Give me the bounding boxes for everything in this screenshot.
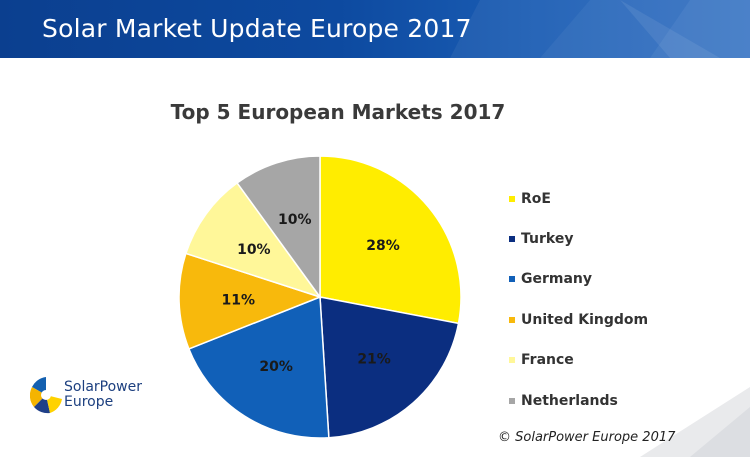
legend-swatch-germany [509, 276, 515, 282]
legend-item-germany: Germany [509, 269, 592, 289]
logo-line-2: Europe [64, 394, 114, 410]
solarpower-europe-logo-icon [29, 377, 62, 414]
legend-swatch-roe [509, 196, 515, 202]
legend-label-roe: RoE [521, 191, 551, 207]
legend-label-netherlands: Netherlands [521, 393, 618, 409]
pie-slice-germany [187, 295, 330, 439]
pie-slice-roe [319, 155, 462, 325]
header-facet-decoration [450, 0, 750, 58]
data-label-germany: 20% [259, 359, 293, 375]
pie-slice-turkey [319, 296, 460, 439]
legend-swatch-turkey [509, 236, 515, 242]
pie-labels: 28% 21% 20% 11% 10% 10% [222, 212, 400, 375]
legend-swatch-netherlands [509, 398, 515, 404]
copyright-note: © SolarPower Europe 2017 [498, 430, 676, 445]
legend-label-united-kingdom: United Kingdom [521, 312, 649, 328]
logo-wordmark: SolarPower Europe [64, 380, 142, 410]
legend-item-france: France [509, 350, 574, 370]
pie-slice-netherlands [236, 155, 321, 300]
legend-item-united-kingdom: United Kingdom [509, 310, 648, 330]
legend-swatch-france [509, 357, 515, 363]
data-label-turkey: 21% [357, 351, 391, 367]
legend-item-turkey: Turkey [509, 229, 573, 249]
pie-slice-france [184, 181, 322, 299]
legend-swatch-united-kingdom [509, 317, 515, 323]
legend-item-netherlands: Netherlands [509, 391, 618, 411]
legend-label-germany: Germany [521, 271, 593, 287]
data-label-netherlands: 10% [278, 212, 312, 228]
solarpower-europe-logo: SolarPower Europe [29, 373, 160, 421]
legend-label-turkey: Turkey [521, 231, 574, 247]
data-label-france: 10% [237, 242, 271, 258]
data-label-united-kingdom: 11% [222, 293, 256, 309]
logo-line-1: SolarPower [64, 379, 143, 395]
data-label-roe: 28% [366, 238, 400, 254]
header-banner: Solar Market Update Europe 2017 [0, 0, 750, 58]
chart-title: Top 5 European Markets 2017 [170, 100, 506, 124]
page-title: Solar Market Update Europe 2017 [42, 14, 472, 43]
legend-item-roe: RoE [509, 189, 551, 209]
pie-slice-united-kingdom [178, 252, 323, 350]
pie-slices [178, 155, 462, 439]
legend-label-france: France [521, 352, 574, 368]
corner-facet-decoration [640, 387, 750, 457]
